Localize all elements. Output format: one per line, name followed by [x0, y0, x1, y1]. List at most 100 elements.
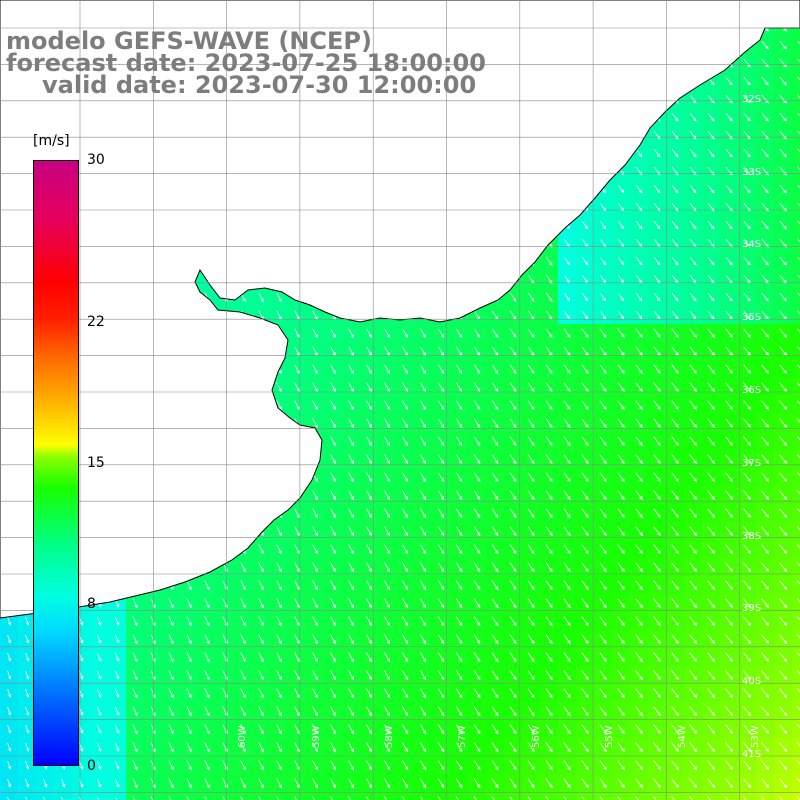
- wind-arrow: [743, 310, 751, 320]
- wind-arrow: [312, 688, 318, 699]
- wind-arrow: [563, 436, 571, 446]
- wind-arrow: [725, 778, 734, 789]
- wind-arrow: [455, 400, 463, 411]
- wind-arrow: [366, 418, 372, 429]
- wind-arrow: [563, 346, 571, 356]
- wind-arrow: [671, 544, 679, 554]
- wind-arrow: [186, 598, 192, 609]
- wind-arrow: [653, 634, 661, 644]
- wind-arrow: [779, 526, 788, 536]
- wind-arrow: [114, 670, 120, 680]
- wind-arrow: [294, 562, 300, 573]
- wind-arrow: [276, 688, 282, 699]
- wind-arrow: [779, 598, 788, 608]
- wind-arrow: [25, 688, 30, 698]
- wind-arrow: [384, 400, 390, 411]
- wind-arrow: [635, 724, 643, 735]
- wind-arrow: [186, 706, 192, 717]
- wind-arrow: [258, 292, 264, 303]
- wind-cell: [792, 558, 800, 576]
- wind-arrow: [473, 346, 481, 356]
- wind-arrow: [509, 364, 517, 374]
- wind-arrow: [725, 112, 733, 122]
- wind-arrow: [437, 364, 445, 375]
- wind-arrow: [491, 526, 499, 537]
- wind-arrow: [581, 454, 589, 464]
- wind-arrow: [725, 562, 733, 572]
- wind-arrow: [330, 706, 336, 717]
- latitude-label: 32S: [742, 93, 762, 105]
- wind-arrow: [653, 760, 661, 771]
- wind-arrow: [635, 490, 643, 500]
- wind-arrow: [276, 742, 282, 753]
- wind-arrow: [743, 562, 752, 572]
- wind-arrow: [743, 544, 751, 554]
- wind-arrow: [96, 742, 102, 752]
- wind-arrow: [725, 796, 729, 800]
- wind-arrow: [600, 257, 607, 266]
- wind-arrow: [689, 598, 697, 608]
- latitude-label: 37S: [742, 457, 762, 469]
- wind-arrow: [635, 400, 643, 410]
- wind-arrow: [761, 364, 769, 374]
- wind-arrow: [455, 580, 463, 591]
- wind-arrow: [509, 562, 517, 573]
- wind-arrow: [455, 508, 463, 519]
- wind-arrow: [671, 112, 679, 122]
- wind-arrow: [384, 436, 390, 447]
- wind-arrow: [312, 670, 318, 681]
- wind-arrow: [563, 472, 571, 482]
- wind-arrow: [545, 400, 553, 410]
- wind-arrow: [743, 130, 751, 140]
- wind-arrow: [563, 778, 571, 789]
- wind-arrow: [582, 311, 589, 320]
- wind-arrow: [797, 148, 800, 153]
- wind-arrow: [276, 562, 282, 573]
- wind-arrow: [689, 670, 697, 681]
- wind-arrow: [761, 454, 769, 464]
- wind-arrow: [312, 616, 318, 627]
- wind-arrow: [383, 742, 391, 753]
- wind-arrow: [689, 184, 697, 194]
- wind-arrow: [509, 796, 513, 800]
- wind-cell: [792, 396, 800, 414]
- wind-arrow: [599, 400, 607, 410]
- wind-arrow: [25, 634, 30, 644]
- wind-arrow: [7, 634, 12, 644]
- wind-cell: [180, 792, 198, 800]
- wind-arrow: [617, 364, 625, 374]
- wind-arrow: [689, 418, 697, 428]
- wind-arrow: [707, 310, 715, 320]
- wind-arrow: [473, 364, 481, 375]
- latitude-label: 41S: [742, 749, 762, 760]
- wind-cell: [792, 594, 800, 612]
- wind-arrow: [689, 346, 697, 356]
- wind-arrow: [509, 508, 517, 518]
- wind-arrow: [797, 472, 800, 477]
- wind-arrow: [491, 454, 499, 464]
- wind-arrow: [509, 616, 517, 627]
- wind-arrow: [473, 652, 481, 663]
- wind-arrow: [743, 364, 751, 374]
- wind-arrow: [114, 706, 120, 716]
- wind-arrow: [258, 796, 261, 800]
- wind-arrow: [671, 238, 679, 248]
- wind-arrow: [96, 634, 102, 644]
- wind-arrow: [653, 328, 661, 338]
- wind-arrow: [419, 562, 427, 573]
- latitude-label: 39S: [742, 603, 762, 615]
- wind-arrow: [653, 508, 661, 518]
- wind-arrow: [294, 760, 300, 771]
- wind-arrow: [240, 688, 246, 699]
- wind-arrow: [761, 544, 770, 554]
- wind-arrow: [563, 688, 571, 699]
- wind-arrow: [366, 490, 372, 501]
- wind-arrow: [671, 688, 679, 699]
- wind-arrow: [420, 364, 427, 375]
- wind-arrow: [689, 238, 697, 248]
- wind-arrow: [437, 598, 445, 609]
- wind-arrow: [509, 472, 517, 482]
- wind-arrow: [401, 670, 409, 681]
- wind-arrow: [689, 508, 697, 518]
- wind-arrow: [491, 346, 499, 356]
